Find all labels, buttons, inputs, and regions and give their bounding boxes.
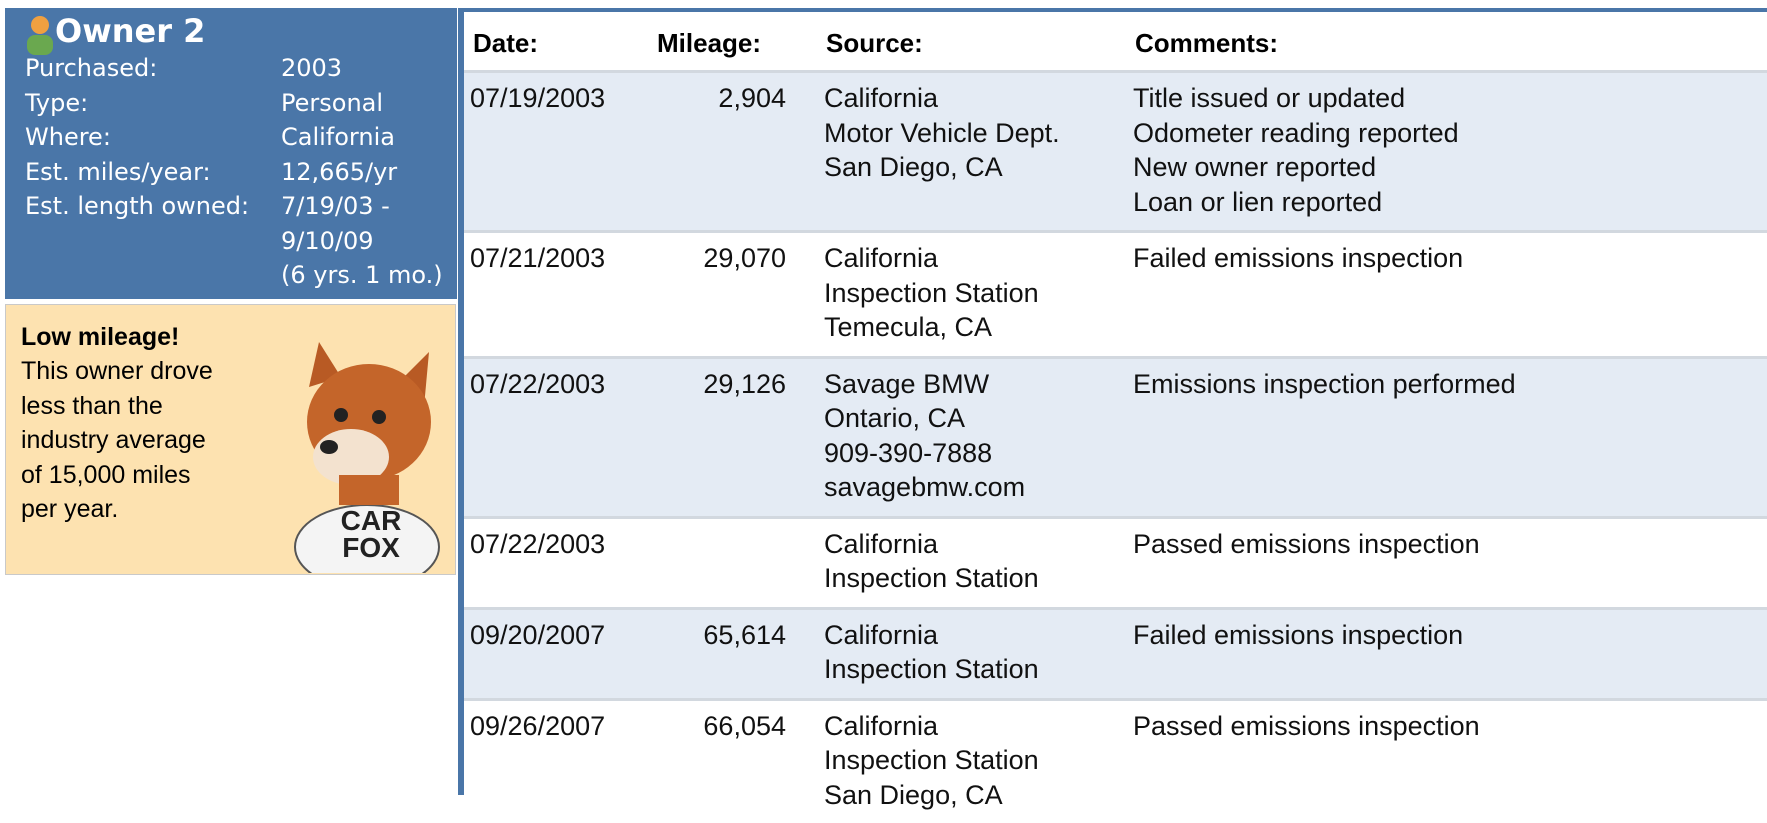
date-cell: 07/22/2003 (470, 369, 605, 400)
mileage-cell: 65,614 (703, 620, 786, 651)
mileage-cell: 29,070 (703, 243, 786, 274)
detail-value: (6 yrs. 1 mo.) (281, 261, 443, 289)
detail-label: Purchased: (25, 54, 157, 82)
callout-title: Low mileage! (21, 323, 179, 352)
owner-icon (25, 14, 57, 56)
carfox-mascot: CAR FOX (279, 337, 455, 573)
source-cell: California (824, 83, 938, 114)
table-row: 07/19/2003 2,904 California Motor Vehicle D… (464, 70, 1767, 230)
comment-cell: Passed emissions inspection (1133, 711, 1480, 742)
comment-cell: Odometer reading reported (1133, 118, 1459, 149)
source-cell: Inspection Station (824, 745, 1039, 776)
date-cell: 07/22/2003 (470, 529, 605, 560)
mileage-cell: 66,054 (703, 711, 786, 742)
mileage-cell: 2,904 (718, 83, 786, 114)
source-cell: Motor Vehicle Dept. (824, 118, 1060, 149)
comment-cell: New owner reported (1133, 152, 1376, 183)
date-cell: 07/19/2003 (470, 83, 605, 114)
source-cell: San Diego, CA (824, 780, 1003, 811)
callout-text: of 15,000 miles (21, 461, 191, 490)
source-cell: Inspection Station (824, 563, 1039, 594)
detail-value: 2003 (281, 54, 342, 82)
callout: CAR FOX Low mileage! This owner drove les… (5, 304, 456, 575)
mileage-cell: 29,126 (703, 369, 786, 400)
shirt-text: FOX (342, 532, 400, 563)
comment-cell: Failed emissions inspection (1133, 243, 1463, 274)
page: Owner 2 Purchased: 2003 Type: Personal Where… (0, 0, 1767, 795)
source-cell: California (824, 243, 938, 274)
source-cell: California (824, 711, 938, 742)
header-cell: Date: (473, 28, 538, 59)
date-cell: 09/26/2007 (470, 711, 605, 742)
source-cell: Temecula, CA (824, 312, 992, 343)
comment-cell: Failed emissions inspection (1133, 620, 1463, 651)
comment-cell: Emissions inspection performed (1133, 369, 1516, 400)
source-cell: San Diego, CA (824, 152, 1003, 183)
detail-value: 12,665/yr (281, 158, 397, 186)
date-cell: 09/20/2007 (470, 620, 605, 651)
callout-text: industry average (21, 426, 206, 455)
source-cell: Inspection Station (824, 654, 1039, 685)
header-cell: Comments: (1135, 28, 1278, 59)
detail-label: Where: (25, 123, 111, 151)
source-cell: Savage BMW (824, 369, 989, 400)
source-cell: 909-390-7888 (824, 438, 992, 469)
callout-text: less than the (21, 392, 163, 421)
owner-title: Owner 2 (55, 12, 205, 50)
date-cell: 07/21/2003 (470, 243, 605, 274)
detail-value: 7/19/03 - (281, 192, 390, 220)
header-cell: Source: (826, 28, 923, 59)
callout-text: per year. (21, 495, 118, 524)
detail-label: Est. miles/year: (25, 158, 211, 186)
callout-text: This owner drove (21, 357, 213, 386)
source-cell: California (824, 620, 938, 651)
history-table: Date: Mileage: Source: Comments: 07/19/2003 2… (458, 8, 1767, 795)
detail-label: Est. length owned: (25, 192, 249, 220)
source-cell: savagebmw.com (824, 472, 1025, 503)
comment-cell: Passed emissions inspection (1133, 529, 1480, 560)
comment-cell: Title issued or updated (1133, 83, 1405, 114)
comment-cell: Loan or lien reported (1133, 187, 1382, 218)
table-row: 07/21/2003 29,070 California Inspection Sta… (464, 230, 1767, 356)
source-cell: Inspection Station (824, 278, 1039, 309)
detail-value: California (281, 123, 395, 151)
owner-panel: Owner 2 Purchased: 2003 Type: Personal Where… (5, 8, 457, 299)
source-cell: Ontario, CA (824, 403, 965, 434)
detail-value: 9/10/09 (281, 227, 374, 255)
source-cell: California (824, 529, 938, 560)
detail-value: Personal (281, 89, 383, 117)
header-cell: Mileage: (657, 28, 761, 59)
detail-label: Type: (25, 89, 88, 117)
